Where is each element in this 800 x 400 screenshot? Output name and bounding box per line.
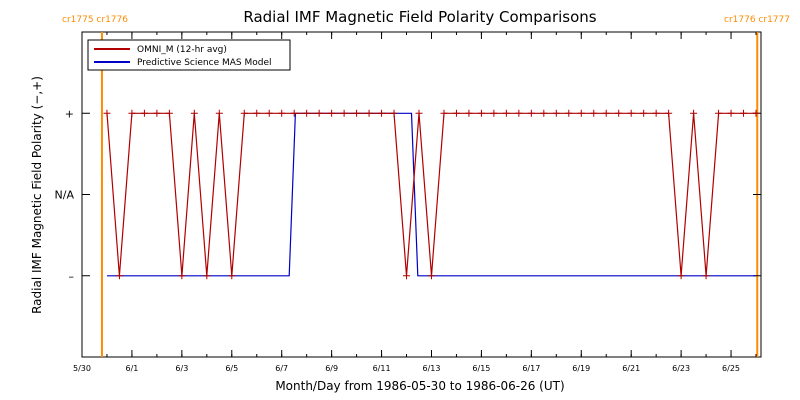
series-point-0 — [452, 109, 460, 117]
cr-marker-label-left: cr1775 cr1776 — [62, 15, 128, 25]
series-point-0 — [340, 109, 348, 117]
series-point-0 — [465, 109, 473, 117]
x-tick-label: 6/3 — [175, 364, 188, 373]
series-point-0 — [665, 109, 673, 117]
series-point-0 — [365, 109, 373, 117]
series-point-0 — [203, 272, 211, 280]
series-point-0 — [403, 272, 411, 280]
series-point-0 — [752, 109, 760, 117]
y-axis: + N/A – — [55, 107, 761, 283]
series-point-0 — [415, 109, 423, 117]
series-point-0 — [540, 109, 548, 117]
series-point-0 — [328, 109, 336, 117]
x-tick-label: 6/11 — [373, 364, 391, 373]
series-point-0 — [140, 109, 148, 117]
series-point-0 — [702, 272, 710, 280]
series-point-0 — [502, 109, 510, 117]
legend-label-mas: Predictive Science MAS Model — [137, 58, 272, 68]
x-axis-label: Month/Day from 1986-05-30 to 1986-06-26 … — [275, 379, 564, 393]
series-point-0 — [378, 109, 386, 117]
series-point-0 — [640, 109, 648, 117]
series-point-0 — [278, 109, 286, 117]
x-tick-label: 6/21 — [622, 364, 640, 373]
series-point-0 — [190, 109, 198, 117]
y-tick-label: – — [69, 270, 75, 283]
series-point-0 — [153, 109, 161, 117]
series-point-0 — [552, 109, 560, 117]
chart-title: Radial IMF Magnetic Field Polarity Compa… — [243, 8, 596, 26]
series-point-0 — [178, 272, 186, 280]
plot-frame — [81, 31, 762, 358]
x-tick-label: 6/15 — [472, 364, 490, 373]
series-point-0 — [477, 109, 485, 117]
series-point-0 — [253, 109, 261, 117]
series-point-0 — [740, 109, 748, 117]
x-tick-label: 6/9 — [325, 364, 338, 373]
x-tick-label: 6/19 — [572, 364, 590, 373]
x-tick-label: 6/5 — [225, 364, 238, 373]
y-axis-label: Radial IMF Magnetic Field Polarity (−,+) — [30, 76, 44, 314]
series-point-0 — [353, 109, 361, 117]
series-point-0 — [615, 109, 623, 117]
series-point-0 — [527, 109, 535, 117]
series-point-0 — [290, 109, 298, 117]
series-point-0 — [490, 109, 498, 117]
x-tick-label: 6/17 — [522, 364, 540, 373]
x-tick-label: 5/30 — [73, 364, 91, 373]
series-point-0 — [515, 109, 523, 117]
legend-box — [87, 39, 291, 71]
series-point-0 — [602, 109, 610, 117]
series-point-0 — [303, 109, 311, 117]
x-tick-label: 6/1 — [125, 364, 138, 373]
series-point-0 — [577, 109, 585, 117]
x-tick-label: 6/25 — [722, 364, 740, 373]
series-point-0 — [590, 109, 598, 117]
series-point-0 — [715, 109, 723, 117]
series-point-0 — [727, 109, 735, 117]
legend-label-omni: OMNI_M (12-hr avg) — [137, 45, 227, 55]
x-tick-label: 6/7 — [275, 364, 288, 373]
series-point-0 — [265, 109, 273, 117]
series-line-0 — [106, 112, 756, 276]
series-point-0 — [115, 272, 123, 280]
legend: OMNI_M (12-hr avg) Predictive Science MA… — [87, 39, 291, 71]
x-tick-label: 6/13 — [423, 364, 441, 373]
series-point-0 — [627, 109, 635, 117]
x-tick-label: 6/23 — [672, 364, 690, 373]
series-point-0 — [390, 109, 398, 117]
cr-marker-label-right: cr1776 cr1777 — [724, 15, 790, 25]
series-layer — [103, 109, 760, 280]
series-point-0 — [652, 109, 660, 117]
series-point-0 — [315, 109, 323, 117]
series-point-0 — [690, 109, 698, 117]
series-point-0 — [677, 272, 685, 280]
series-point-0 — [228, 272, 236, 280]
series-point-0 — [128, 109, 136, 117]
x-axis: 5/30 6/1 6/3 6/5 6/7 6/9 6/11 6/13 6/15 6/17 6/19 6… — [73, 32, 757, 373]
series-point-0 — [215, 109, 223, 117]
y-tick-label: + — [65, 107, 74, 120]
series-point-0 — [427, 272, 435, 280]
series-point-0 — [240, 109, 248, 117]
series-point-0 — [440, 109, 448, 117]
series-point-0 — [165, 109, 173, 117]
series-point-0 — [103, 109, 111, 117]
series-point-0 — [565, 109, 573, 117]
y-tick-label: N/A — [55, 189, 75, 202]
